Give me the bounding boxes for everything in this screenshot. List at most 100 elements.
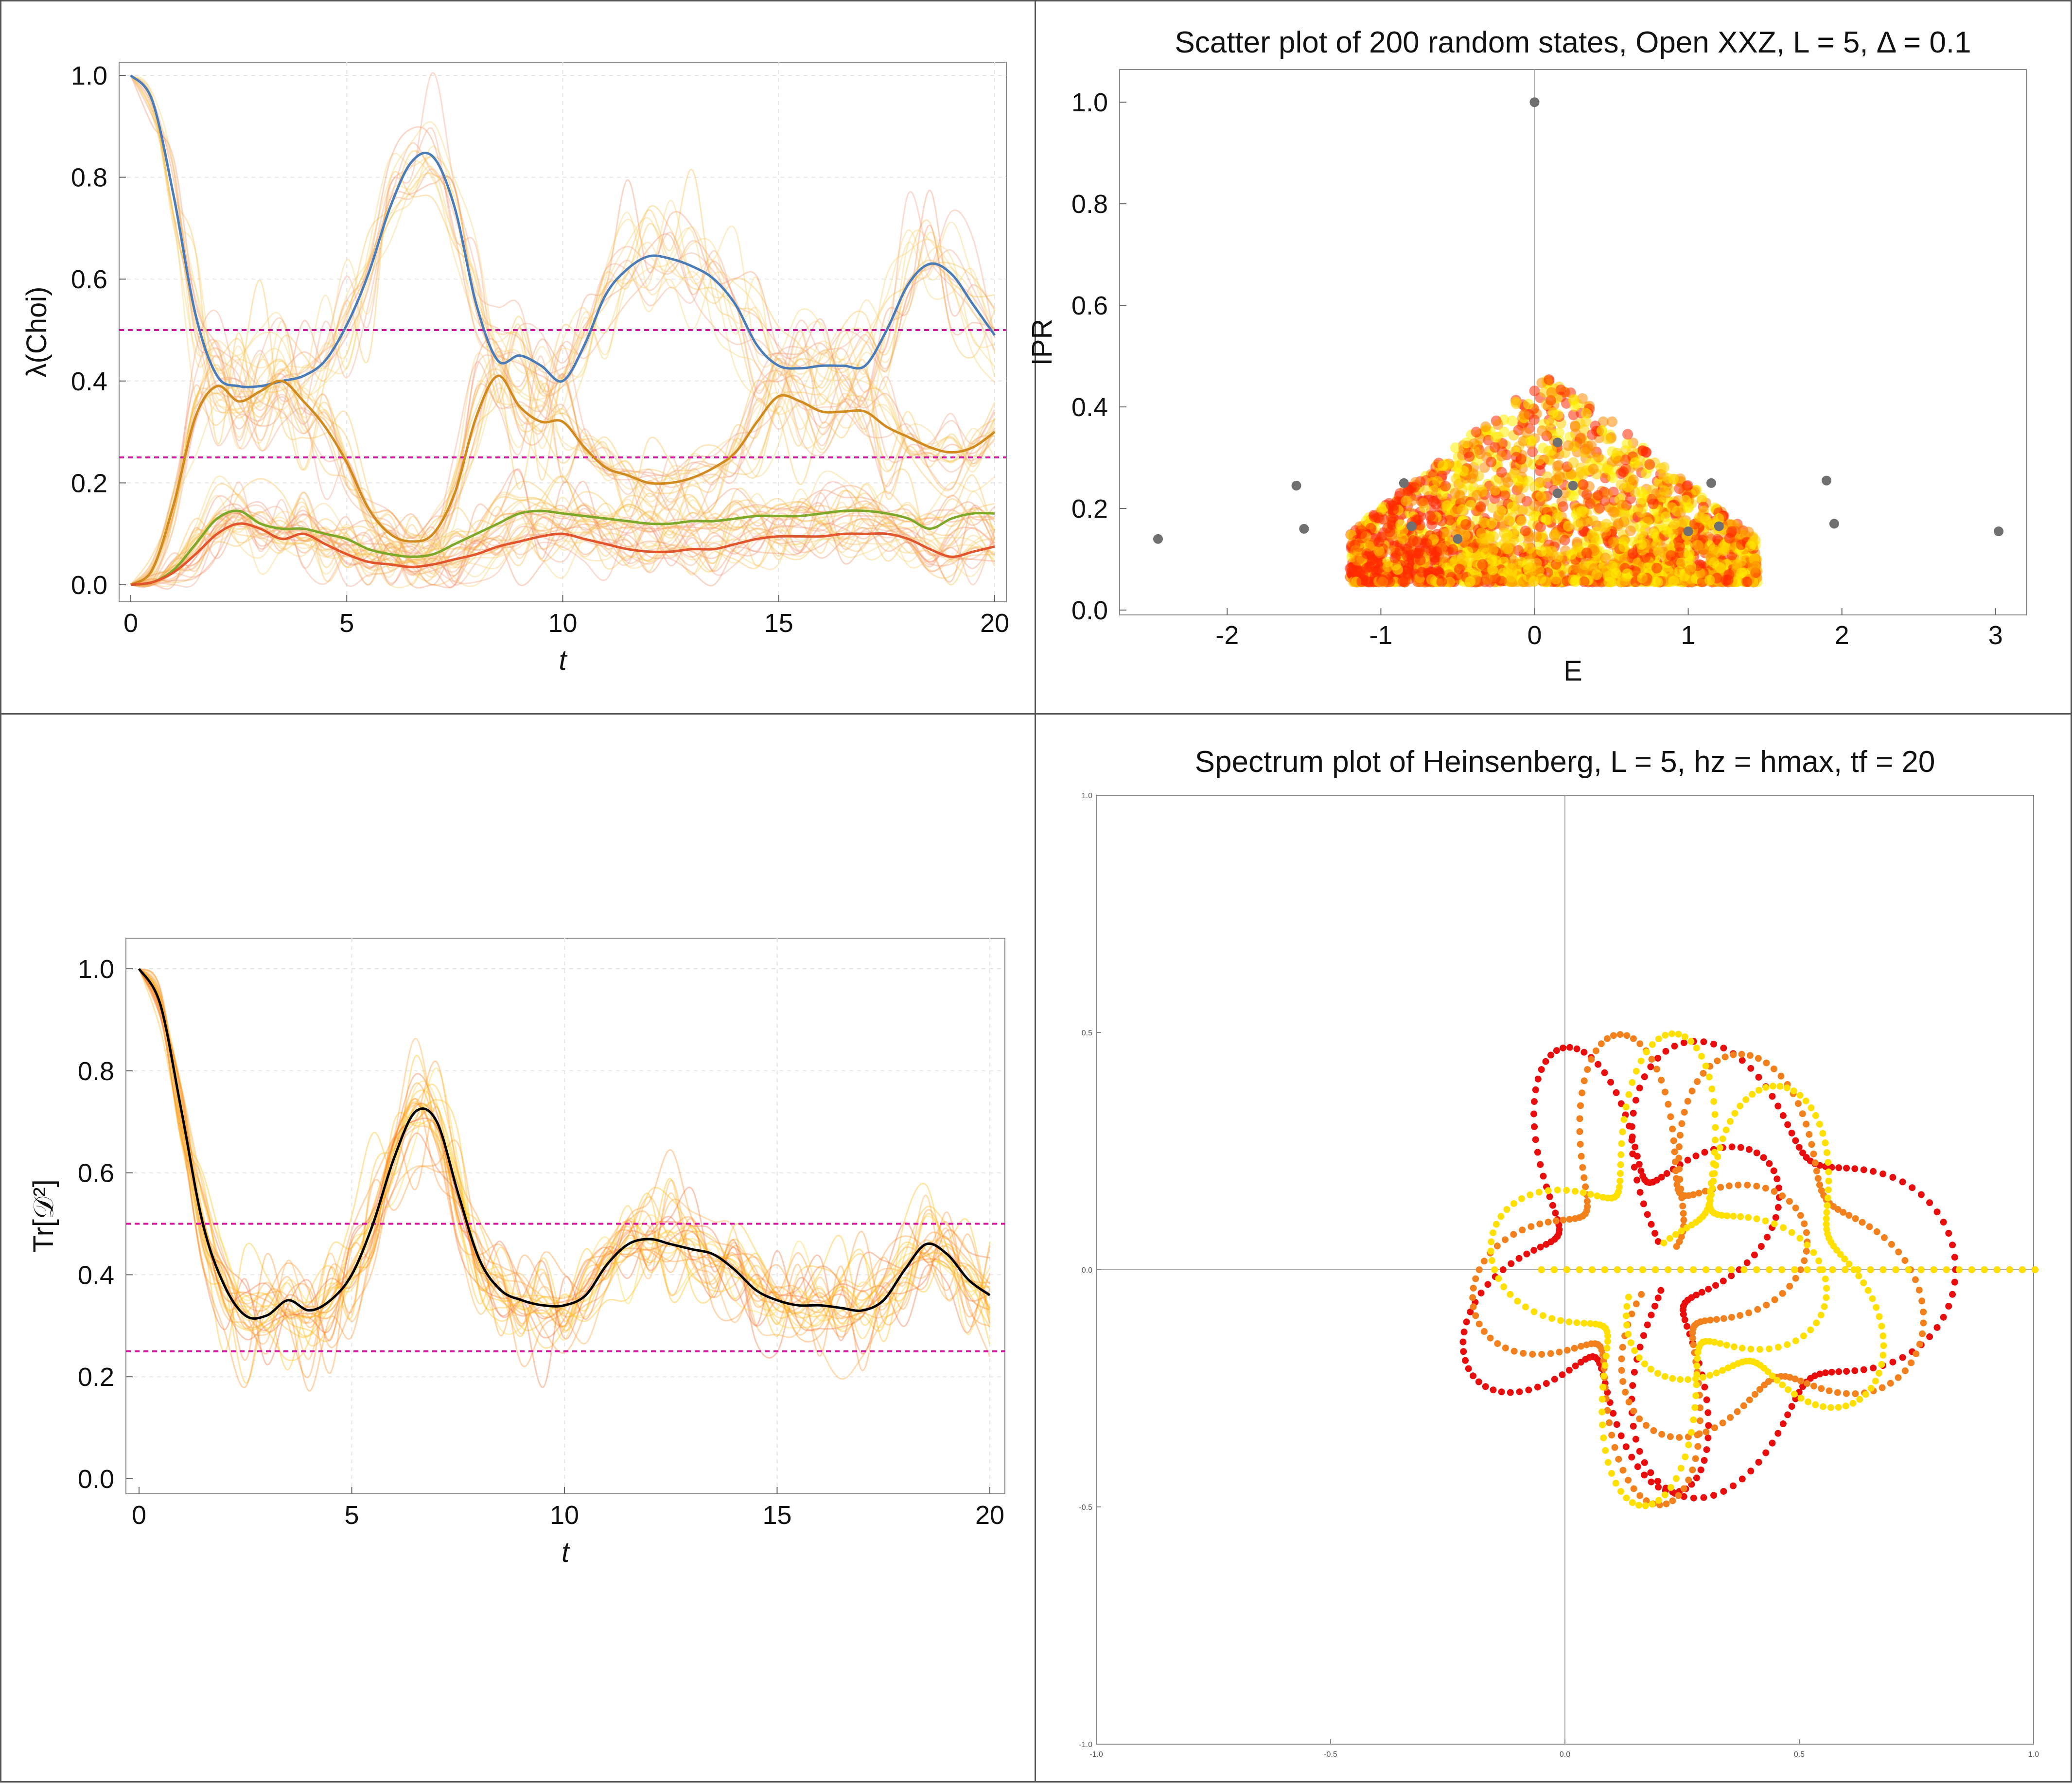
eigenvalue-point <box>1779 1192 1786 1200</box>
eigenvalue-point <box>1662 1032 1669 1039</box>
eigenvalue-point <box>1619 1378 1627 1385</box>
eigenvalue-point <box>1696 1417 1703 1424</box>
eigenvalue-point <box>1699 1374 1706 1381</box>
state-point <box>1455 478 1466 489</box>
state-point <box>1525 435 1536 446</box>
eigenvalue-point <box>1711 1149 1718 1156</box>
state-point <box>1365 523 1376 534</box>
eigenvalue-point <box>1755 1086 1762 1094</box>
x-tick-label: 1.0 <box>2028 1750 2039 1759</box>
state-point <box>1458 555 1469 566</box>
realization-line <box>130 75 996 433</box>
eigenvalue-point <box>1616 1177 1624 1185</box>
eigenvalue-point <box>1916 1341 1923 1348</box>
eigenvalue-point <box>1684 1156 1691 1164</box>
eigenvalue-point <box>1915 1286 1923 1294</box>
state-point <box>1563 521 1574 532</box>
state-point <box>1501 532 1512 543</box>
eigenvalue-point <box>1701 1317 1708 1325</box>
eigenvalue-point <box>1465 1365 1472 1372</box>
eigenvalue-point <box>1808 1104 1815 1111</box>
eigenvalue-point <box>1636 1344 1644 1351</box>
eigenvalue-point <box>1690 1416 1697 1423</box>
eigenvalue-point <box>1583 1198 1591 1205</box>
eigenvalue-point <box>1689 1334 1696 1342</box>
state-point <box>1513 545 1524 556</box>
eigenvalue-point <box>1580 1077 1588 1084</box>
y-tick-label: 0.2 <box>78 1363 114 1392</box>
state-point <box>1619 508 1630 519</box>
eigenvalue-point <box>1683 1224 1690 1231</box>
eigenvalue-point <box>1700 1494 1707 1501</box>
state-point <box>1377 577 1388 588</box>
eigenvalue-point <box>1630 1035 1637 1042</box>
y-axis-label: IPR <box>1026 319 1058 366</box>
eigenvalue-point <box>1617 1432 1625 1439</box>
series-line <box>138 968 991 1320</box>
state-point <box>1376 504 1387 515</box>
eigenvalue-point <box>1880 1342 1887 1349</box>
state-point <box>1520 525 1531 537</box>
eigenvalue-point <box>1711 1111 1719 1118</box>
state-point <box>1580 416 1592 427</box>
eigenvalue-point <box>1592 1047 1599 1054</box>
state-point <box>1487 502 1498 513</box>
realization-line <box>138 968 991 1330</box>
eigenvalue-point <box>1629 1499 1636 1506</box>
eigenvalue-point <box>1475 1320 1483 1328</box>
eigenvalue-point <box>1571 1188 1579 1195</box>
eigenvalue-point <box>1654 1478 1661 1485</box>
x-tick-label: -0.5 <box>1324 1750 1337 1759</box>
state-point <box>1350 545 1361 556</box>
eigenvalue-point <box>1685 1441 1692 1449</box>
realization-line <box>130 74 996 471</box>
state-point <box>1587 515 1598 526</box>
eigenvalue-point <box>1867 1384 1875 1392</box>
eigenvalue-point <box>1675 1031 1682 1038</box>
eigenvalue-point <box>1566 1216 1573 1223</box>
eigenvalue-point <box>1818 1385 1825 1392</box>
eigenvalue-point <box>1640 1200 1647 1207</box>
realization-line <box>130 481 995 586</box>
eigenvalue-point <box>1477 1289 1485 1296</box>
eigenvalue-point <box>1636 1084 1643 1092</box>
state-point <box>1499 490 1510 501</box>
eigenvalue-point <box>1655 1035 1662 1043</box>
state-point <box>1464 451 1475 462</box>
eigenvalue-point <box>1905 1266 1912 1273</box>
x-tick-label: 3 <box>1988 621 2003 650</box>
eigenstate-point <box>1299 524 1309 534</box>
eigenvalue-point <box>1740 1402 1747 1409</box>
eigenvalue-point <box>1604 1332 1612 1340</box>
eigenvalue-point <box>1660 1240 1668 1247</box>
state-point <box>1586 529 1598 541</box>
eigenvalue-point <box>1926 1333 1933 1340</box>
state-point <box>1637 445 1649 456</box>
eigenvalue-point <box>1879 1332 1887 1340</box>
state-point <box>1534 455 1545 466</box>
eigenvalue-point <box>1626 1266 1633 1273</box>
eigenvalue-point <box>1529 1351 1536 1358</box>
realization-line <box>138 968 990 1339</box>
eigenvalue-point <box>1615 1455 1622 1463</box>
eigenvalue-point <box>1754 1306 1761 1313</box>
eigenvalue-point <box>1791 1375 1799 1382</box>
eigenvalue-point <box>1490 1386 1497 1394</box>
realization-line <box>138 968 991 1379</box>
state-point <box>1440 481 1451 492</box>
eigenstate-point <box>1552 488 1563 498</box>
eigenvalue-point <box>1728 1313 1735 1321</box>
eigenvalue-point <box>1870 1168 1877 1175</box>
eigenvalue-point <box>1655 1484 1662 1491</box>
eigenvalue-point <box>1788 1129 1795 1137</box>
eigenvalue-point <box>1637 1057 1645 1065</box>
eigenstate-point <box>1453 534 1463 544</box>
state-point <box>1402 544 1413 555</box>
eigenvalue-point <box>1538 1266 1545 1273</box>
eigenvalue-point <box>1730 1212 1737 1220</box>
eigenvalue-point <box>1694 1355 1701 1362</box>
eigenvalue-point <box>1762 1217 1769 1224</box>
y-tick-label: 0.4 <box>71 367 107 396</box>
eigenvalue-point <box>1876 1369 1883 1377</box>
